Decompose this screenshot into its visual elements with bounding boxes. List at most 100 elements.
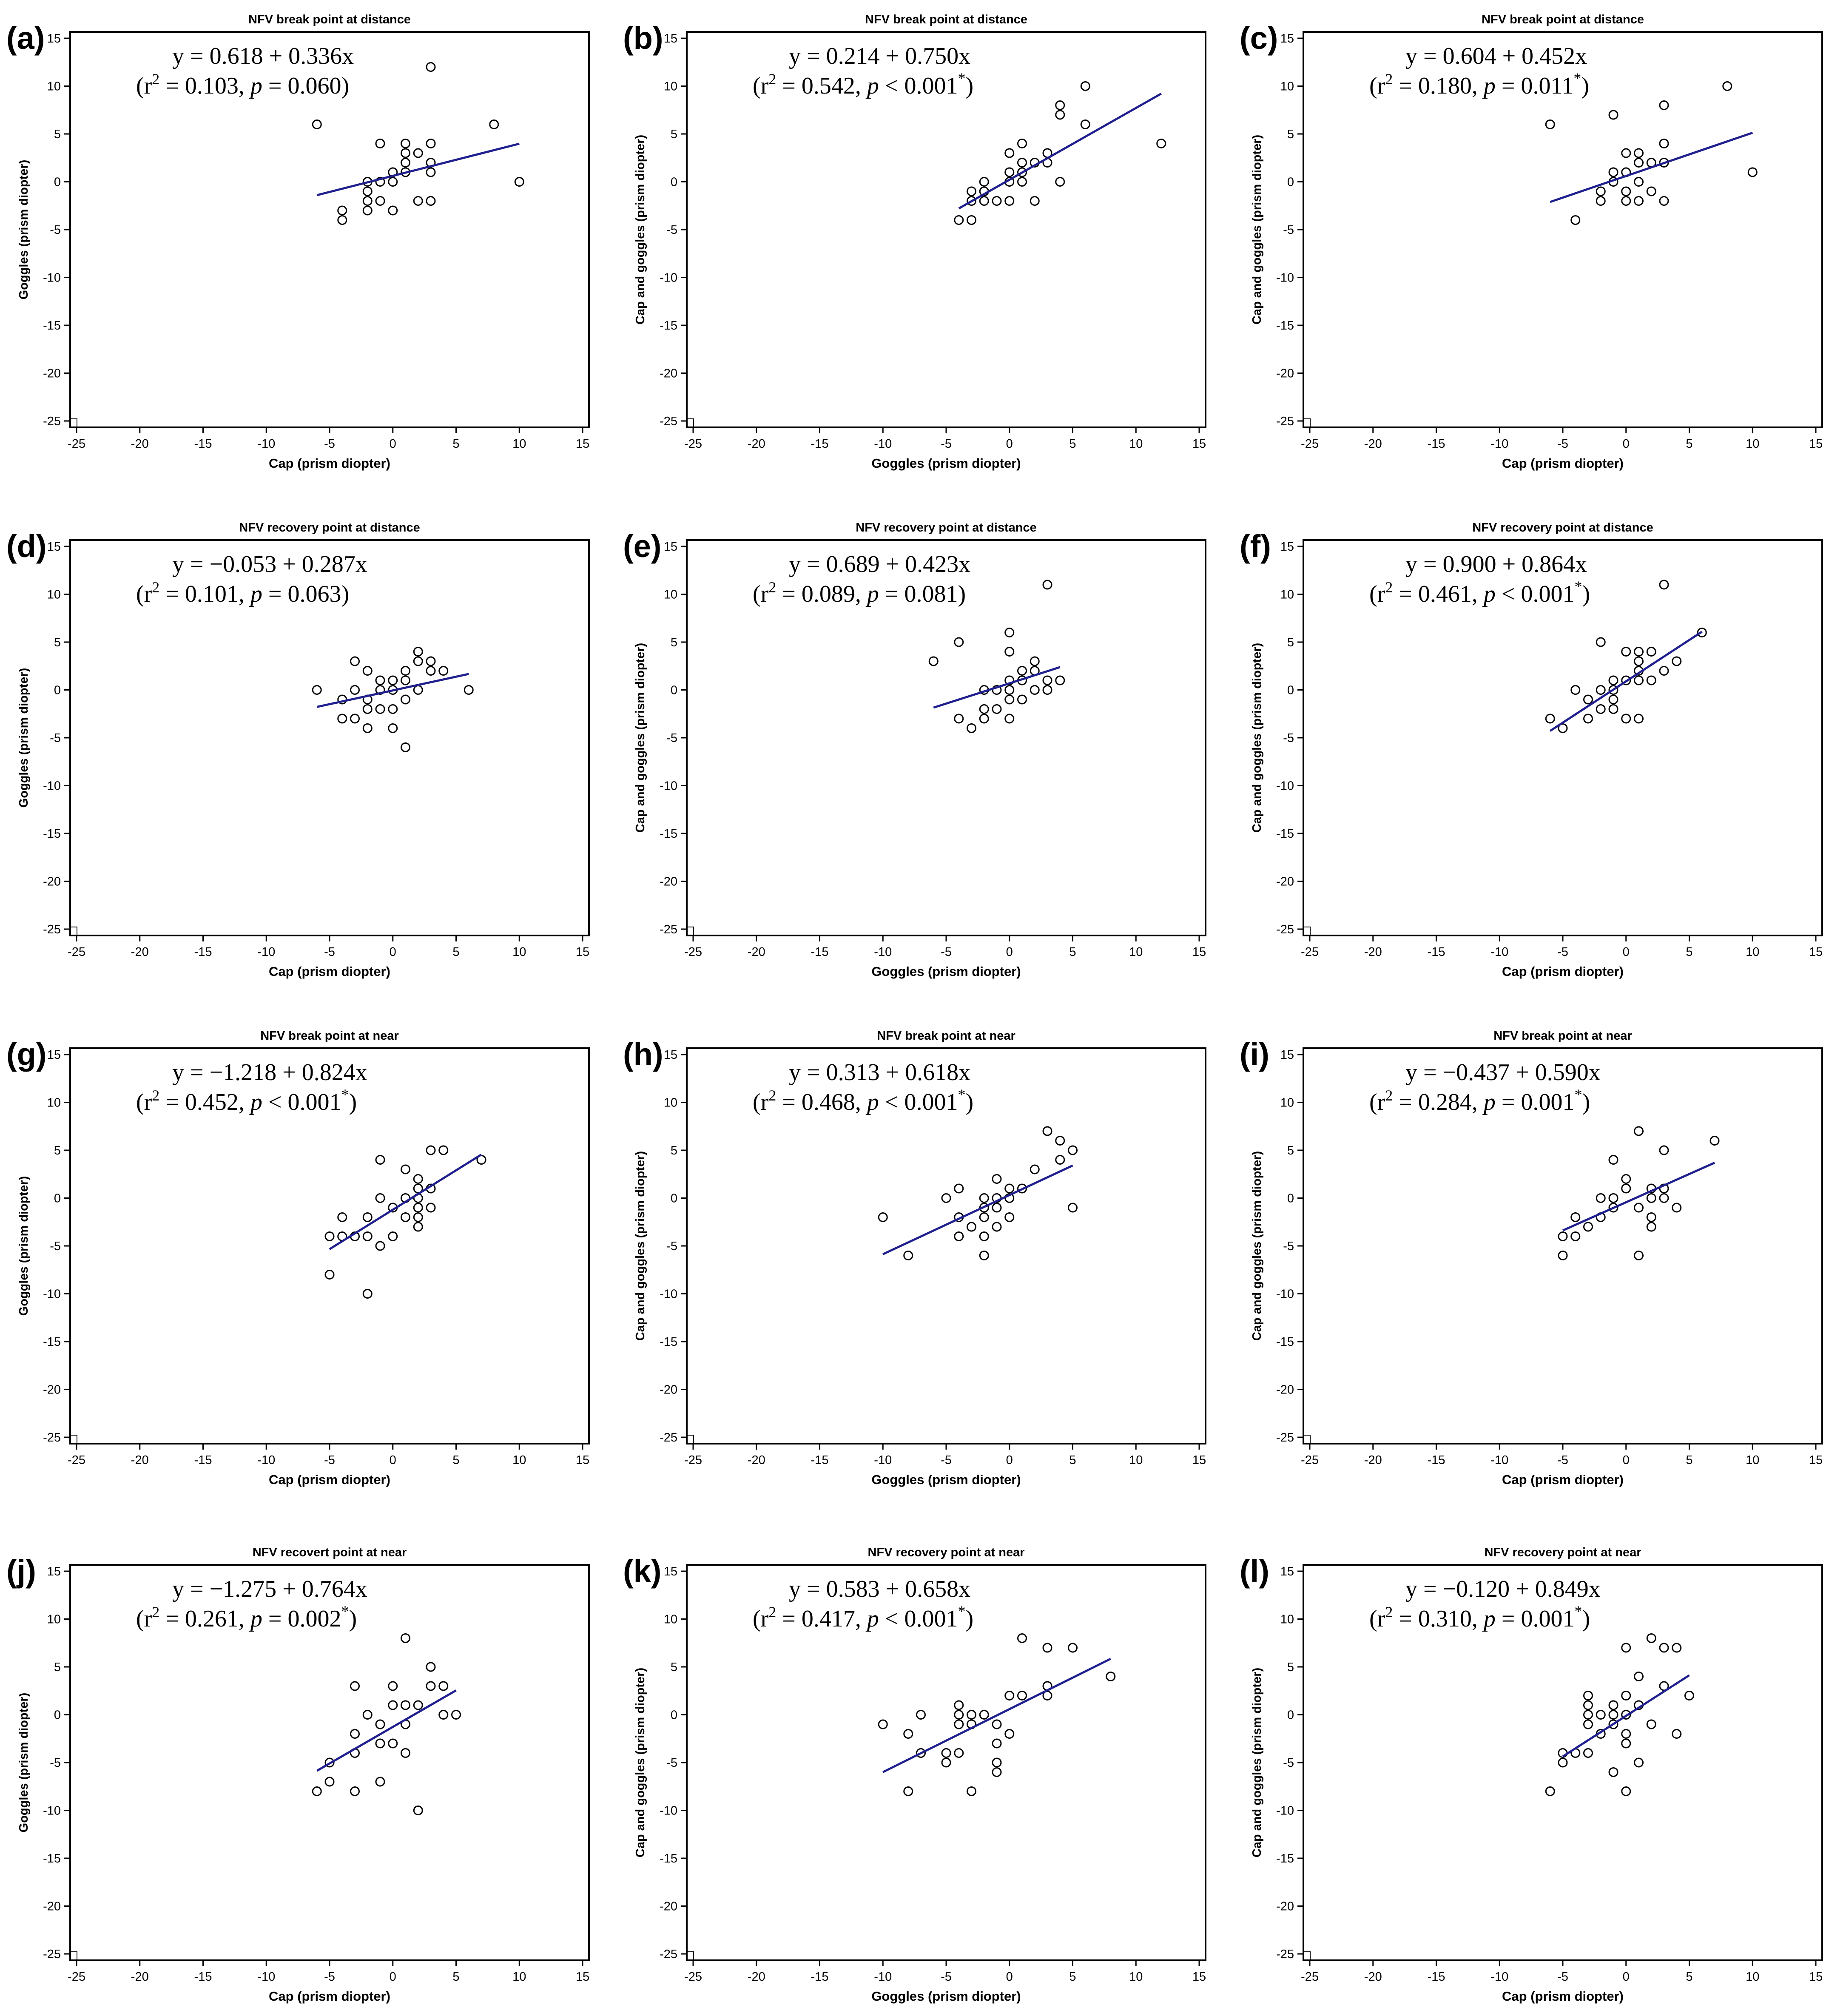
stats-r: (r (136, 73, 152, 99)
y-tick-label: -15 (1276, 827, 1294, 841)
data-point (337, 1212, 347, 1222)
y-tick-label: 15 (47, 540, 61, 554)
y-tick-label: 5 (54, 1144, 61, 1157)
data-point (1672, 1203, 1682, 1213)
panel-label: (h) (623, 1037, 663, 1072)
y-tick-label: -20 (1276, 875, 1294, 889)
chart-title: NFV recovery point at distance (856, 521, 1036, 535)
panel-label: (a) (6, 20, 45, 56)
regression-stats: (r2 = 0.468, p < 0.001*) (753, 1086, 973, 1115)
x-tick-label: 10 (1746, 1453, 1759, 1467)
significance-asterisk: * (958, 1086, 965, 1103)
data-point (413, 148, 423, 158)
x-axis-label: Cap (prism diopter) (1502, 1989, 1624, 2004)
data-point (413, 1212, 423, 1222)
data-point (388, 675, 398, 685)
x-tick-label: -5 (324, 945, 335, 959)
y-tick-label: -15 (43, 319, 61, 333)
y-tick-label: 5 (1287, 128, 1294, 141)
stats-p: p (249, 581, 262, 607)
y-tick-label: -10 (660, 271, 677, 285)
data-point (413, 1700, 423, 1710)
data-point (1646, 1633, 1656, 1643)
data-point (1621, 1710, 1631, 1720)
chart-title: NFV recovery point at distance (239, 521, 420, 535)
data-point (1583, 714, 1593, 724)
data-point (1055, 675, 1065, 685)
x-tick-label: 15 (1192, 437, 1206, 451)
axis-origin-mark (1303, 418, 1311, 427)
data-point (1697, 628, 1707, 637)
data-point (954, 637, 964, 647)
panel-label: (g) (6, 1037, 47, 1072)
y-tick-label: 0 (671, 176, 677, 189)
data-point (375, 1719, 385, 1729)
data-point (1634, 647, 1644, 657)
x-tick-label: -25 (1301, 1970, 1319, 1984)
y-tick-label: -20 (660, 1900, 677, 1914)
data-point (1659, 580, 1669, 590)
data-point (1017, 694, 1027, 705)
x-axis-label: Goggles (prism diopter) (871, 456, 1021, 471)
data-point (941, 1748, 951, 1758)
chart-title: NFV break point at near (260, 1029, 399, 1043)
data-point (1558, 1231, 1568, 1241)
data-point (388, 1231, 398, 1241)
x-tick-label: -5 (941, 945, 952, 959)
data-point (967, 1786, 976, 1796)
panel-k: NFV recovery point at near (k) -25 -20 -15 -1… (623, 1546, 1206, 2004)
data-point (903, 1729, 913, 1739)
x-tick-label: 15 (576, 945, 589, 959)
panel-label: (c) (1240, 20, 1278, 56)
data-point (1080, 119, 1090, 129)
panel-d: NFV recovery point at distance (d) -25 -20 -… (6, 521, 590, 979)
stats-r2-value: = 0.310, (1393, 1606, 1484, 1632)
data-point (1042, 1126, 1052, 1136)
data-point (992, 1757, 1002, 1768)
regression-equation: y = −0.120 + 0.849x (1405, 1576, 1601, 1602)
axis-origin-mark (687, 418, 694, 427)
chart-title: NFV break point at near (1493, 1029, 1632, 1043)
data-point (388, 1700, 398, 1710)
regression-stats: (r2 = 0.180, p = 0.011*) (1369, 70, 1589, 99)
y-tick-label: 15 (47, 1048, 61, 1062)
panel-l: NFV recovery point at near (l) -25 -20 -15 -1… (1240, 1546, 1823, 2004)
data-point (350, 656, 360, 666)
x-tick-label: 5 (1069, 437, 1076, 451)
stats-r2-value: = 0.468, (776, 1089, 867, 1115)
stats-r: (r (753, 73, 769, 99)
y-tick-label: 0 (54, 176, 61, 189)
significance-asterisk: * (1574, 1086, 1582, 1103)
y-tick-label: 10 (47, 1096, 61, 1110)
data-point (941, 1193, 951, 1203)
y-tick-label: -5 (50, 223, 61, 237)
data-point (1646, 186, 1656, 196)
data-point (401, 742, 410, 752)
data-point (1634, 1251, 1644, 1260)
axis-origin-mark (70, 1435, 77, 1444)
data-point (438, 1710, 449, 1720)
data-point (1055, 100, 1065, 110)
x-tick-label: 5 (1686, 1453, 1692, 1467)
data-point (1004, 1729, 1015, 1739)
x-tick-label: -20 (1364, 1970, 1382, 1984)
x-axis-label: Goggles (prism diopter) (871, 1472, 1021, 1487)
data-point (1004, 148, 1015, 158)
axis-origin-mark (70, 418, 77, 427)
data-point (413, 1806, 423, 1815)
y-tick-label: -25 (1276, 415, 1294, 428)
data-point (1634, 1757, 1644, 1768)
y-tick-label: 0 (54, 1709, 61, 1722)
data-point (413, 685, 423, 695)
stats-p-value: = 0.011 (1496, 73, 1574, 99)
axis-origin-mark (70, 927, 77, 935)
x-tick-label: -10 (1490, 945, 1508, 959)
data-point (1017, 1691, 1027, 1700)
y-tick-label: -15 (43, 1335, 61, 1349)
y-axis-label: Cap and goggles (prism diopter) (1250, 1668, 1264, 1857)
y-tick-label: -10 (1276, 1804, 1294, 1818)
y-axis-label: Goggles (prism diopter) (17, 160, 31, 300)
data-point (1621, 1691, 1631, 1700)
axis-origin-mark (70, 1951, 77, 1960)
chart-title: NFV break point at distance (865, 13, 1027, 26)
